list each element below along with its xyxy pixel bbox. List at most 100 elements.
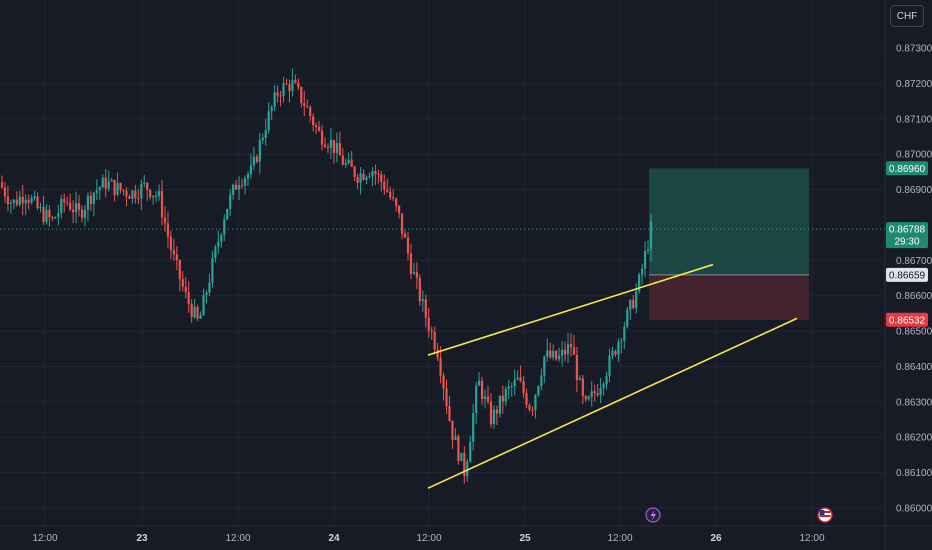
candle-body (288, 84, 291, 91)
candle-body (193, 306, 196, 318)
price-badge-label: 0.86532 (889, 315, 926, 326)
candle-body (377, 174, 380, 176)
candle-body (495, 409, 498, 414)
candle-body (572, 347, 576, 355)
y-tick-label: 0.86500 (896, 327, 932, 338)
candle-body (365, 177, 368, 180)
candle-body (632, 300, 635, 309)
candle-body (395, 198, 398, 206)
candle-body (587, 396, 590, 400)
y-tick-label: 0.87300 (896, 44, 932, 55)
candle-body (386, 189, 389, 192)
lower-trendline (427, 317, 798, 489)
y-tick-label: 0.87100 (896, 114, 932, 125)
candle-body (623, 326, 626, 341)
candle-body (190, 303, 193, 318)
candle-body (489, 401, 493, 425)
x-tick-label: 12:00 (32, 533, 57, 544)
candle-body (398, 205, 401, 214)
candle-body (353, 166, 356, 177)
candle-body (371, 170, 374, 177)
y-tick-label: 0.86400 (896, 362, 932, 373)
x-tick-label: 12:00 (799, 533, 824, 544)
candle-body (92, 192, 95, 204)
candle-body (9, 202, 12, 205)
price-badge-target (886, 161, 928, 176)
candle-body (137, 198, 140, 200)
candle-body (635, 291, 638, 309)
candle-body (460, 452, 463, 461)
candle-body (282, 83, 285, 96)
candle-body (74, 203, 78, 213)
candle-body (98, 187, 101, 191)
candle-body (315, 125, 318, 127)
price-badge-label: 0.86960 (889, 164, 926, 175)
candle-body (335, 143, 338, 153)
candle-body (602, 384, 605, 389)
candle-body (389, 191, 392, 198)
y-tick-label: 0.86700 (896, 256, 932, 267)
candle-body (237, 185, 241, 190)
us-flag-icon[interactable] (817, 507, 833, 523)
candle-body (163, 217, 167, 224)
candle-body (442, 375, 445, 389)
candle-body (110, 179, 113, 182)
candle-body (264, 130, 267, 138)
candle-body (507, 386, 510, 389)
candle-body (155, 195, 158, 197)
candle-body (605, 375, 608, 385)
price-badge-entry (886, 267, 928, 282)
candle-body (549, 350, 552, 358)
candle-body (95, 190, 98, 193)
candle-body (492, 409, 496, 425)
candle-body (229, 194, 232, 209)
candle-body (232, 184, 235, 195)
price-badge-label: 0.86659 (889, 270, 926, 281)
candle-body (540, 375, 543, 387)
candle-body (617, 341, 620, 355)
candle-body (531, 409, 534, 411)
upper-trendline (427, 263, 714, 356)
candle-body (86, 195, 90, 210)
candle-body (243, 178, 247, 186)
candle-body (457, 436, 460, 461)
candle-body (454, 436, 457, 440)
candle-body (21, 196, 24, 204)
candle-body (181, 279, 184, 287)
candle-body (157, 190, 161, 196)
candle-body (555, 350, 558, 360)
candle-body (12, 199, 15, 203)
candle-body (312, 116, 315, 126)
candle-body (424, 299, 427, 318)
candle-body (0, 182, 4, 188)
candle-body (418, 277, 421, 302)
candle-body (291, 79, 294, 91)
candle-body (57, 213, 60, 218)
candle-body (83, 209, 87, 218)
candle-body (149, 189, 152, 198)
candle-body (276, 92, 279, 96)
candle-body (466, 461, 469, 477)
y-tick-label: 0.87200 (896, 79, 932, 90)
candle-body (125, 190, 128, 197)
flash-icon[interactable] (645, 507, 661, 523)
currency-button[interactable]: CHF (890, 5, 924, 27)
candle-body (563, 349, 567, 355)
x-tick-label: 25 (519, 533, 531, 544)
candle-body (131, 190, 134, 199)
candle-body (380, 174, 383, 182)
candle-body (140, 183, 143, 199)
candle-body (504, 388, 507, 402)
y-tick-label: 0.86100 (896, 468, 932, 479)
candle-body (611, 351, 614, 356)
candle-body (273, 92, 276, 107)
candle-body (178, 260, 181, 280)
candle-body (519, 377, 522, 382)
candle-body (320, 130, 324, 145)
y-tick-label: 0.86600 (896, 291, 932, 302)
candle-body (199, 315, 202, 319)
loss-zone (649, 274, 809, 320)
candle-body (122, 190, 125, 192)
candle-body (202, 295, 205, 316)
